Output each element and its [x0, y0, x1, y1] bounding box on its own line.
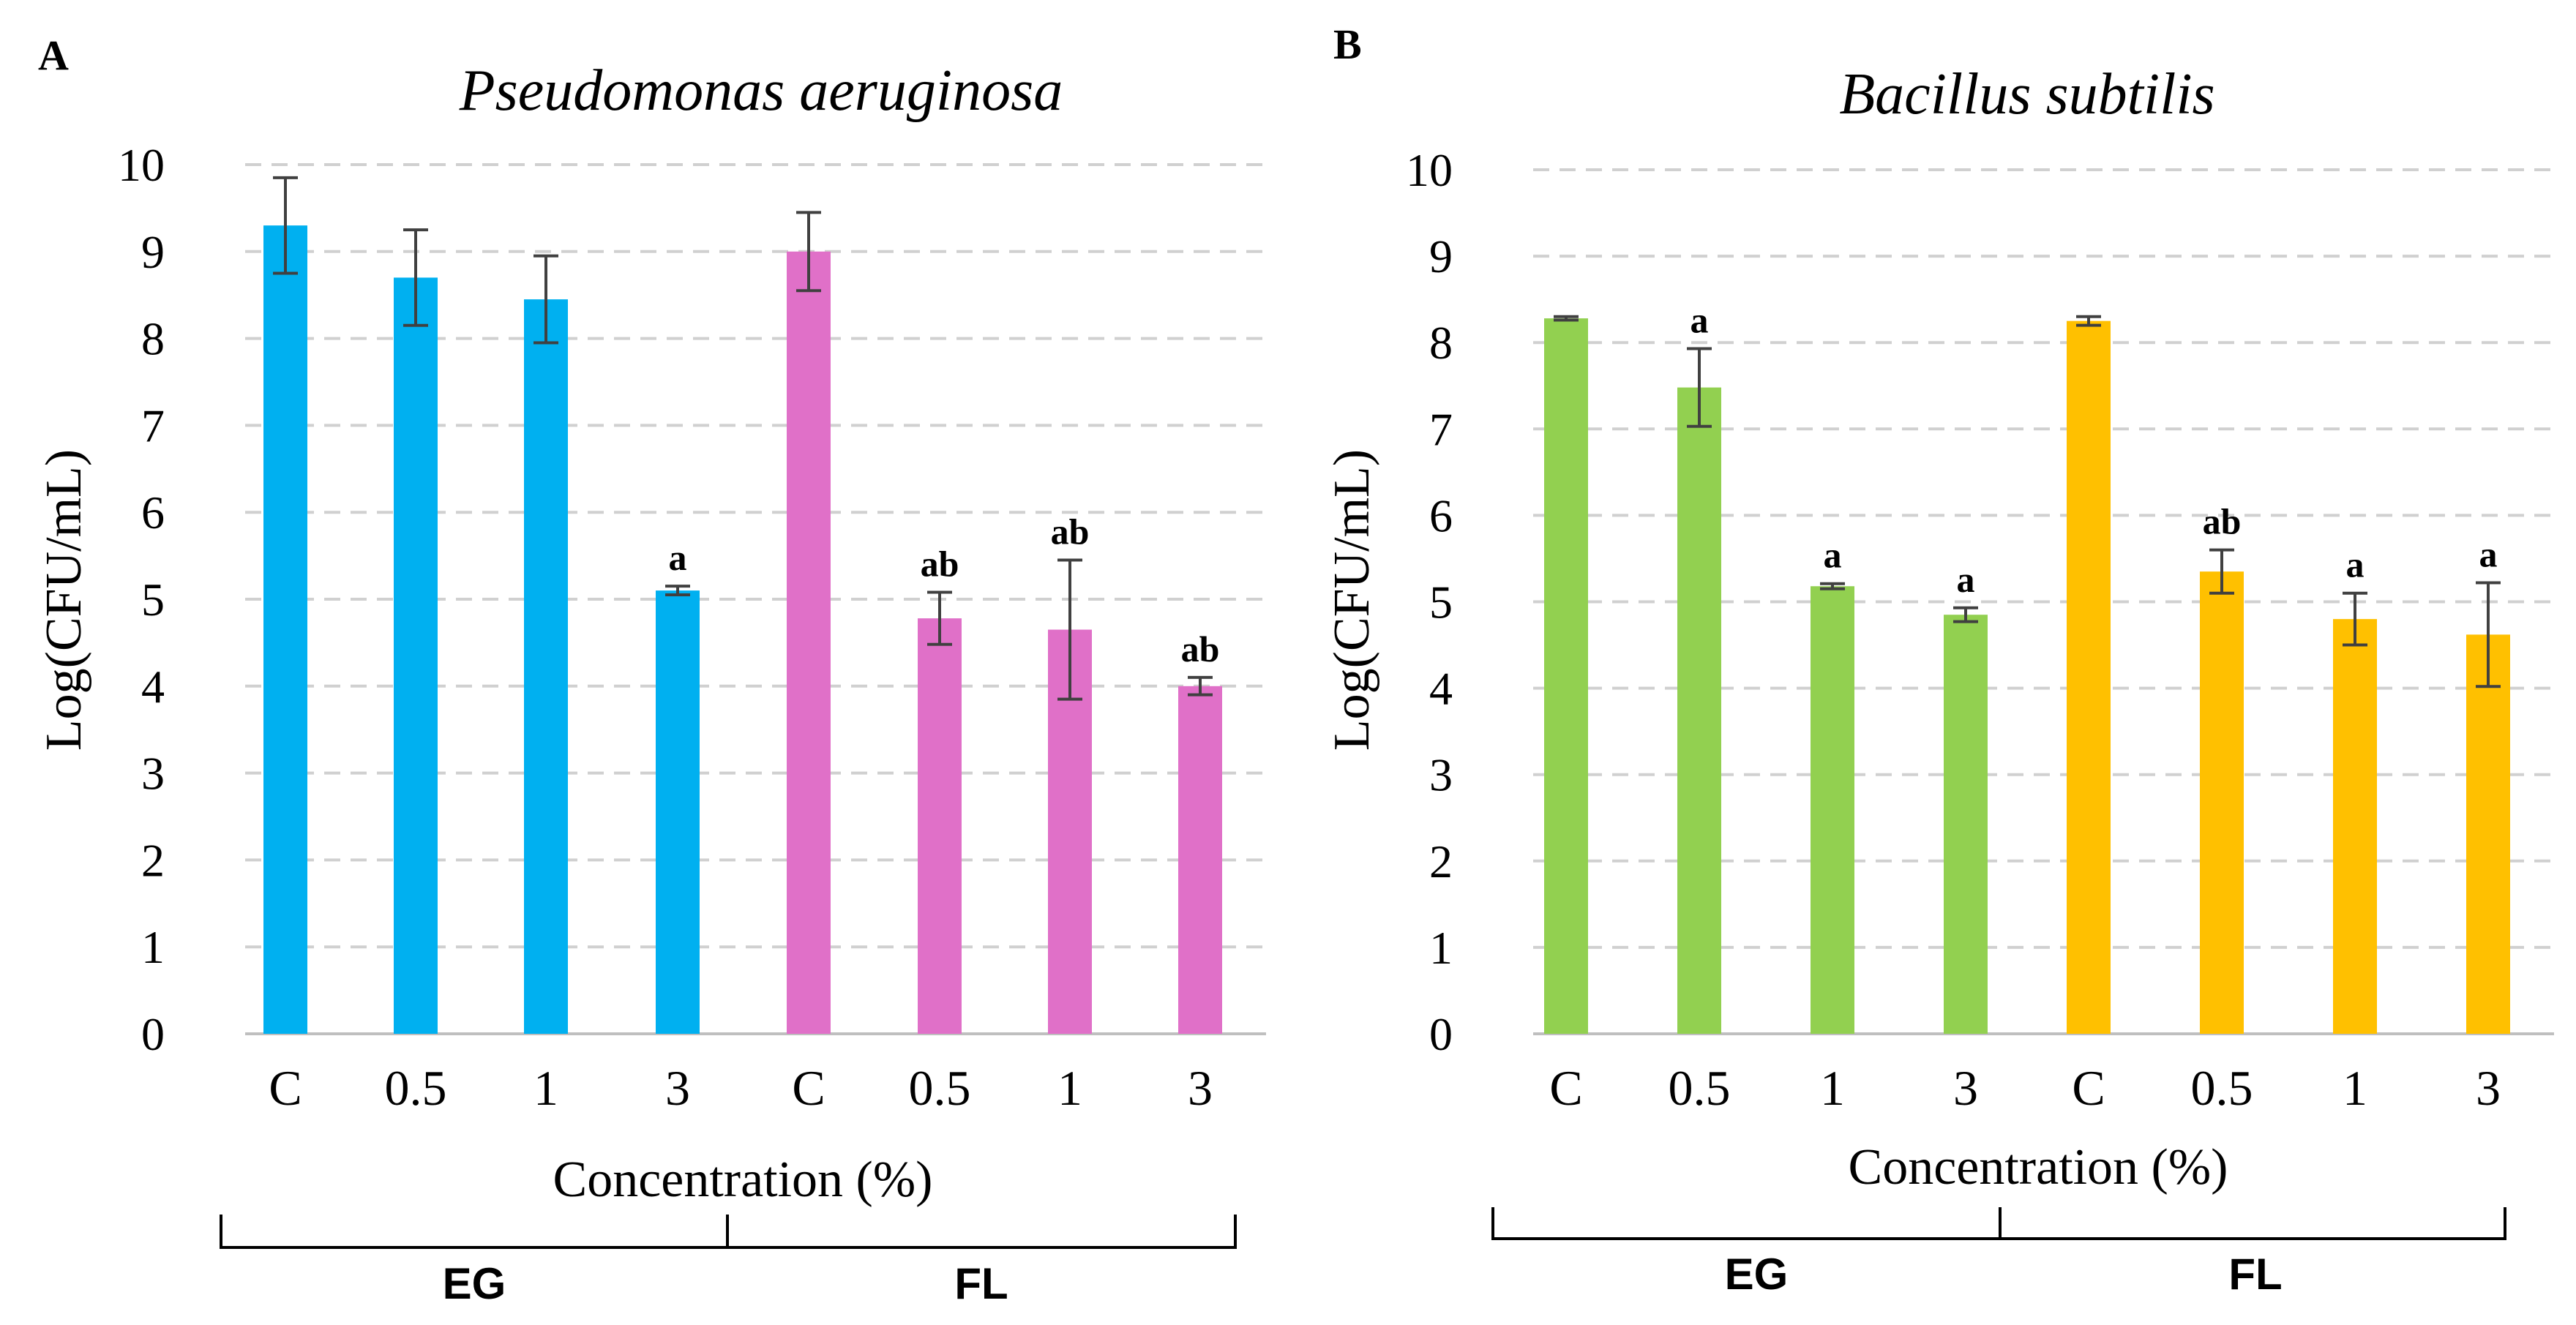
- significance-label: ab: [921, 543, 959, 584]
- panel-label: B: [1333, 20, 1362, 68]
- chart-title: Bacillus subtilis: [1839, 62, 2214, 127]
- y-tick-label: 10: [1406, 144, 1453, 196]
- bar-fl-3: [1178, 686, 1222, 1034]
- bar-eg-2: [1811, 586, 1854, 1034]
- x-tick-label: 1: [1057, 1060, 1082, 1116]
- group-bracket: [1999, 1207, 2506, 1240]
- y-tick-label: 4: [141, 661, 165, 713]
- group-bracket: [726, 1215, 1237, 1249]
- panel-label: A: [38, 31, 69, 79]
- x-tick-label: C: [2072, 1060, 2105, 1116]
- bar-eg-3: [1944, 615, 1988, 1034]
- y-axis-label: Log(CFU/mL): [36, 449, 92, 751]
- bar-fl-1: [2200, 571, 2244, 1034]
- y-axis-label: Log(CFU/mL): [1324, 449, 1380, 751]
- significance-label: a: [2479, 534, 2498, 575]
- x-tick-label: 3: [1188, 1060, 1213, 1116]
- group-bracket: [220, 1215, 729, 1249]
- x-tick-label: 3: [1953, 1060, 1978, 1116]
- y-tick-label: 1: [141, 921, 165, 973]
- significance-label: a: [1824, 535, 1842, 576]
- bar-eg-2: [524, 299, 568, 1034]
- x-axis-label: Concentration (%): [553, 1152, 933, 1208]
- bar-eg-0: [1544, 318, 1588, 1035]
- bar-fl-0: [787, 251, 831, 1034]
- y-tick-label: 0: [141, 1008, 165, 1060]
- y-tick-label: 5: [1429, 577, 1453, 628]
- bar-eg-1: [1677, 387, 1721, 1034]
- y-tick-label: 10: [118, 139, 165, 191]
- bar-fl-1: [918, 618, 962, 1034]
- y-tick-label: 4: [1429, 663, 1453, 715]
- x-tick-label: 1: [2343, 1060, 2367, 1116]
- y-tick-label: 5: [141, 574, 165, 626]
- x-tick-label: 1: [1820, 1060, 1845, 1116]
- chart-title: Pseudomonas aeruginosa: [459, 59, 1063, 123]
- y-tick-label: 9: [1429, 230, 1453, 282]
- x-tick-label: 1: [533, 1060, 558, 1116]
- bar-eg-3: [656, 590, 700, 1034]
- x-tick-label: 0.5: [2191, 1060, 2253, 1116]
- y-tick-label: 0: [1429, 1008, 1453, 1060]
- bar-eg-1: [394, 277, 438, 1035]
- significance-label: ab: [1051, 511, 1090, 552]
- group-bracket: [1491, 1207, 2002, 1240]
- significance-label: ab: [2203, 501, 2242, 542]
- group-label-fl: FL: [954, 1259, 1008, 1308]
- significance-label: a: [1690, 299, 1709, 340]
- bar-eg-0: [263, 225, 307, 1034]
- group-label-eg: EG: [1725, 1250, 1789, 1299]
- y-tick-label: 2: [1429, 836, 1453, 887]
- y-tick-label: 3: [1429, 749, 1453, 801]
- x-axis-label: Concentration (%): [1849, 1139, 2228, 1195]
- y-tick-label: 7: [141, 399, 165, 451]
- group-label-fl: FL: [2228, 1250, 2282, 1299]
- bar-fl-3: [2466, 634, 2510, 1034]
- y-tick-label: 7: [1429, 403, 1453, 455]
- x-tick-label: 0.5: [385, 1060, 447, 1116]
- significance-label: a: [669, 537, 687, 578]
- chart-panel-a: A Pseudomonas aeruginosa 0 1 2 3 4 5 6 7 8 9 10 Log(C…: [36, 31, 1266, 1308]
- x-tick-label: C: [269, 1060, 302, 1116]
- x-tick-label: 0.5: [909, 1060, 971, 1116]
- y-tick-label: 9: [141, 226, 165, 278]
- bar-fl-2: [2333, 619, 2377, 1034]
- y-tick-label: 3: [141, 748, 165, 800]
- significance-label: a: [1957, 559, 1975, 600]
- significance-label: a: [2346, 544, 2365, 585]
- chart-panel-b: B Bacillus subtilis 0 1 2 3 4 5 6 7 8 9 10 Log(CFU/mL…: [1324, 20, 2554, 1299]
- y-tick-label: 8: [1429, 317, 1453, 369]
- y-tick-label: 2: [141, 834, 165, 886]
- y-tick-label: 1: [1429, 922, 1453, 974]
- x-tick-label: 3: [2476, 1060, 2501, 1116]
- significance-label: ab: [1181, 628, 1220, 669]
- y-tick-label: 6: [1429, 489, 1453, 541]
- y-tick-label: 6: [141, 487, 165, 538]
- x-tick-label: 0.5: [1669, 1060, 1731, 1116]
- x-tick-label: C: [792, 1060, 825, 1116]
- x-tick-label: 3: [665, 1060, 690, 1116]
- y-tick-label: 8: [141, 313, 165, 365]
- x-tick-label: C: [1549, 1060, 1582, 1116]
- bar-fl-0: [2067, 320, 2111, 1034]
- group-label-eg: EG: [443, 1259, 506, 1308]
